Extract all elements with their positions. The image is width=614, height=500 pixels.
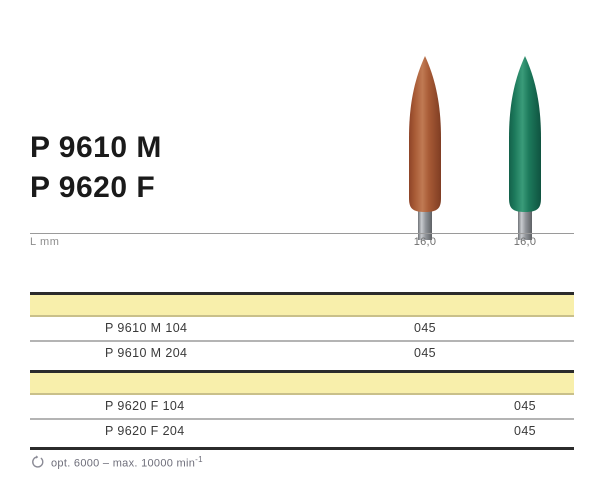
page-title: P 9610 M P 9620 F bbox=[30, 128, 360, 208]
row-code: P 9610 M 204 bbox=[105, 346, 188, 360]
speed-note-main: opt. 6000 – max. 10000 min bbox=[51, 457, 196, 470]
table-top-rule bbox=[30, 370, 574, 373]
row-size: 045 bbox=[513, 424, 537, 438]
table-header-band bbox=[30, 295, 574, 317]
length-value-green: 16,0 bbox=[513, 236, 537, 248]
table-row: P 9620 F 204 045 bbox=[30, 420, 574, 443]
product-title-line-1: P 9610 M bbox=[30, 131, 162, 164]
speed-note-text: opt. 6000 – max. 10000 min-1 bbox=[51, 455, 203, 470]
green-polisher-icon bbox=[509, 56, 541, 240]
length-unit-label: L mm bbox=[30, 236, 60, 248]
row-code: P 9610 M 104 bbox=[105, 321, 188, 335]
table-top-rule bbox=[30, 292, 574, 295]
row-divider bbox=[30, 418, 574, 420]
tool-image-brown-polisher bbox=[396, 54, 454, 240]
row-code: P 9620 F 204 bbox=[105, 424, 185, 438]
product-illustration bbox=[0, 0, 614, 240]
speed-note: opt. 6000 – max. 10000 min-1 bbox=[30, 455, 203, 470]
speed-note-exponent: -1 bbox=[195, 455, 203, 464]
rotation-speed-icon bbox=[32, 455, 44, 468]
footer-rule bbox=[30, 447, 574, 450]
table-row: P 9610 M 204 045 bbox=[30, 342, 574, 365]
length-value-brown: 16,0 bbox=[413, 236, 437, 248]
table-row: P 9620 F 104 045 bbox=[30, 395, 574, 418]
row-size: 045 bbox=[513, 399, 537, 413]
dimension-rule bbox=[30, 233, 574, 234]
row-size: 045 bbox=[413, 346, 437, 360]
spec-table-p9620f: P 9620 F 104 045 P 9620 F 204 045 bbox=[30, 370, 574, 443]
row-code: P 9620 F 104 bbox=[105, 399, 185, 413]
spec-table-p9610m: P 9610 M 104 045 P 9610 M 204 045 bbox=[30, 292, 574, 365]
brown-polisher-icon bbox=[409, 56, 441, 240]
product-title-line-2: P 9620 F bbox=[30, 170, 156, 204]
row-divider bbox=[30, 340, 574, 342]
table-row: P 9610 M 104 045 bbox=[30, 317, 574, 340]
row-size: 045 bbox=[413, 321, 437, 335]
table-header-band bbox=[30, 373, 574, 395]
tool-image-green-polisher bbox=[496, 54, 554, 240]
